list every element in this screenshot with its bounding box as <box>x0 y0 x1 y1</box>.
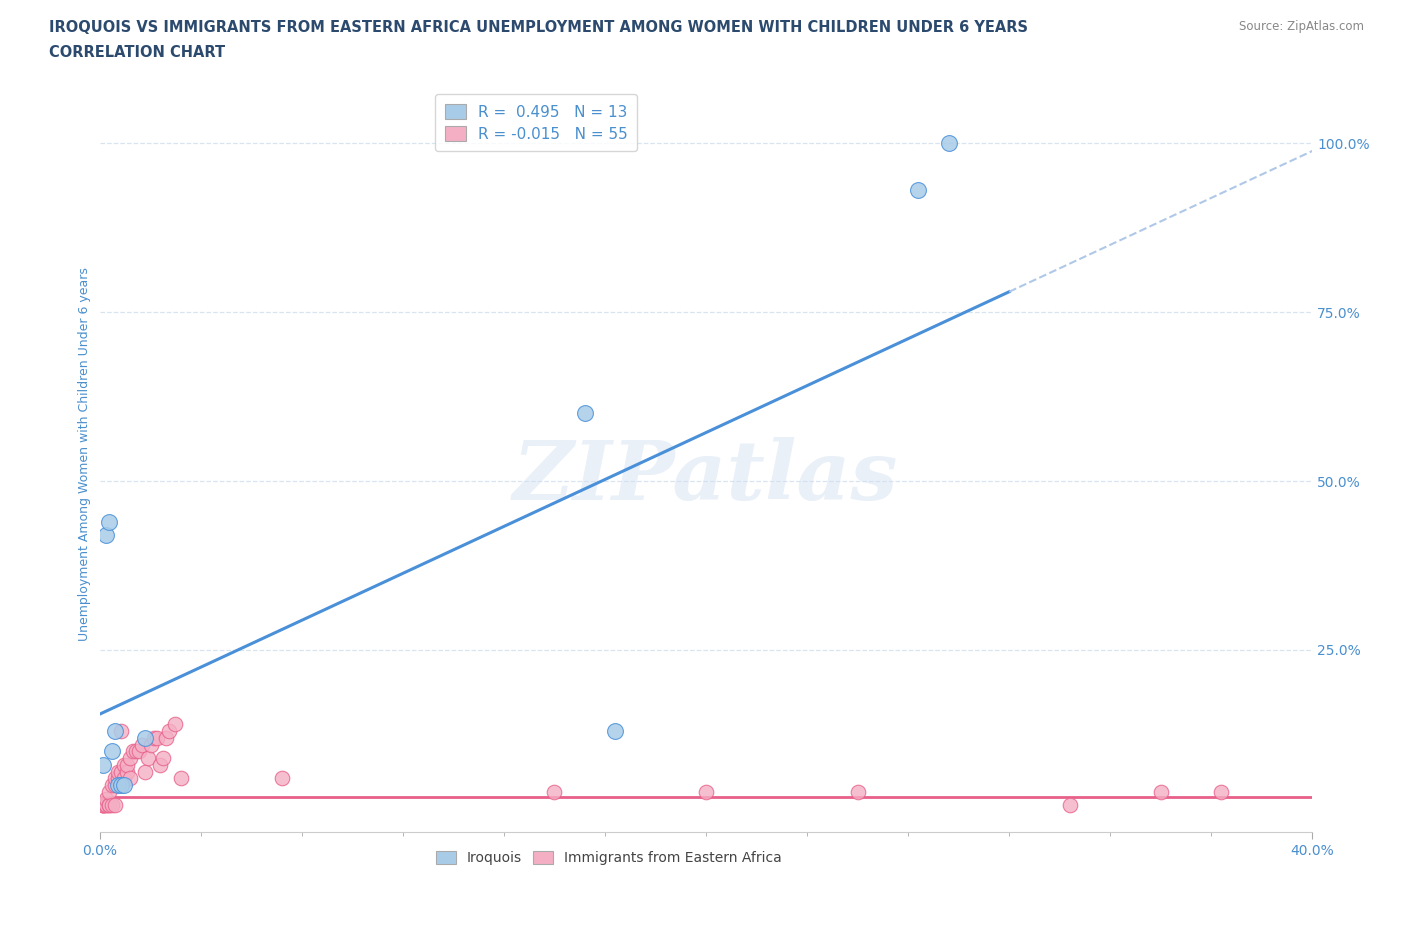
Point <box>1059 798 1081 813</box>
Text: ZIPatlas: ZIPatlas <box>513 437 898 517</box>
Point <box>141 737 163 752</box>
Point <box>122 744 145 759</box>
Point <box>94 791 117 806</box>
Point <box>131 737 153 752</box>
Point <box>146 730 169 745</box>
Point <box>938 136 960 151</box>
Point <box>104 777 127 792</box>
Point <box>107 777 129 792</box>
Point <box>91 798 114 813</box>
Point <box>97 785 120 800</box>
Point <box>115 764 138 779</box>
Point <box>100 744 122 759</box>
Point <box>112 777 135 792</box>
Text: IROQUOIS VS IMMIGRANTS FROM EASTERN AFRICA UNEMPLOYMENT AMONG WOMEN WITH CHILDRE: IROQUOIS VS IMMIGRANTS FROM EASTERN AFRI… <box>49 20 1028 35</box>
Point <box>100 798 122 813</box>
Text: CORRELATION CHART: CORRELATION CHART <box>49 45 225 60</box>
Point <box>91 798 114 813</box>
Point <box>136 751 159 765</box>
Text: Source: ZipAtlas.com: Source: ZipAtlas.com <box>1239 20 1364 33</box>
Point <box>603 724 626 738</box>
Point <box>110 724 132 738</box>
Point <box>97 798 120 813</box>
Point <box>110 777 132 792</box>
Point <box>907 183 929 198</box>
Point <box>125 744 148 759</box>
Point <box>97 798 120 813</box>
Point <box>134 764 156 779</box>
Point <box>94 798 117 813</box>
Point <box>94 527 117 542</box>
Point <box>152 751 174 765</box>
Point <box>574 406 596 421</box>
Point <box>157 724 180 738</box>
Point <box>846 785 869 800</box>
Point <box>94 798 117 813</box>
Point <box>118 751 141 765</box>
Point <box>134 730 156 745</box>
Point <box>110 764 132 779</box>
Point <box>107 771 129 786</box>
Point <box>155 730 177 745</box>
Point <box>115 757 138 772</box>
Point <box>91 757 114 772</box>
Point <box>1211 785 1233 800</box>
Point <box>143 730 166 745</box>
Point <box>107 764 129 779</box>
Point <box>170 771 193 786</box>
Point <box>97 514 120 529</box>
Point <box>91 798 114 813</box>
Point <box>112 771 135 786</box>
Point <box>270 771 292 786</box>
Point <box>104 771 127 786</box>
Point <box>149 757 172 772</box>
Point <box>128 744 150 759</box>
Point <box>91 798 114 813</box>
Point <box>104 798 127 813</box>
Point <box>695 785 717 800</box>
Legend: Iroquois, Immigrants from Eastern Africa: Iroquois, Immigrants from Eastern Africa <box>430 845 787 871</box>
Point <box>104 724 127 738</box>
Y-axis label: Unemployment Among Women with Children Under 6 years: Unemployment Among Women with Children U… <box>79 267 91 641</box>
Point <box>543 785 565 800</box>
Point <box>118 771 141 786</box>
Point <box>112 757 135 772</box>
Point <box>1150 785 1173 800</box>
Point <box>100 777 122 792</box>
Point <box>165 717 187 732</box>
